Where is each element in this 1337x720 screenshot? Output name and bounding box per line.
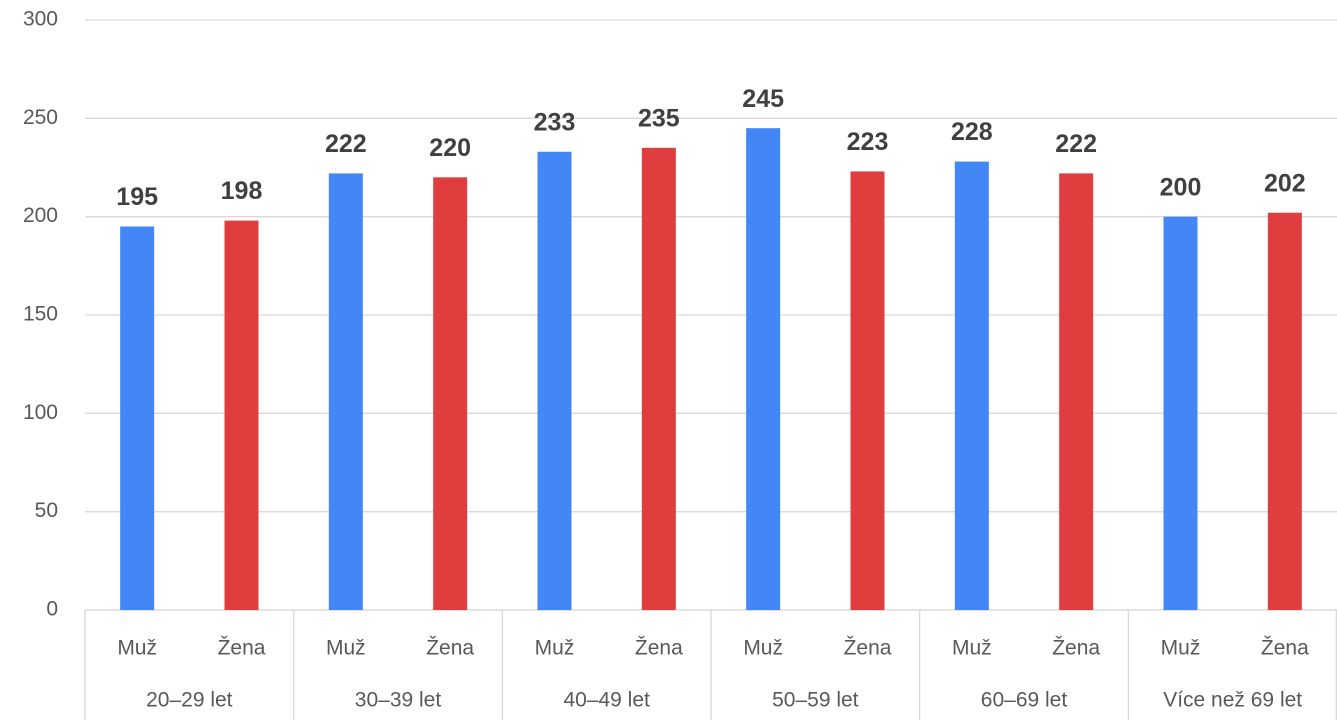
data-label: 222 <box>1055 130 1097 158</box>
data-label: 202 <box>1264 169 1306 197</box>
data-label: 233 <box>534 108 576 136</box>
bar <box>433 177 468 611</box>
data-label: 228 <box>951 118 993 146</box>
x-tick-label: Muž <box>743 637 783 660</box>
y-tick-label: 0 <box>46 598 58 621</box>
bar <box>120 226 155 610</box>
x-tick-label: Muž <box>1161 637 1201 660</box>
x-tick-label: Žena <box>1261 637 1309 660</box>
bar <box>537 151 572 610</box>
x-tick-label: Žena <box>844 637 892 660</box>
x-group-label: 40–49 let <box>563 689 650 712</box>
data-label: 235 <box>638 104 680 132</box>
y-tick-label: 100 <box>23 401 58 424</box>
data-label: 222 <box>325 130 367 158</box>
bar <box>850 171 885 610</box>
y-tick-label: 150 <box>23 303 58 326</box>
x-group-label: Více než 69 let <box>1163 689 1302 712</box>
bar <box>1267 212 1302 610</box>
bar <box>328 173 363 610</box>
x-tick-label: Žena <box>635 637 683 660</box>
y-tick-label: 300 <box>23 8 58 31</box>
x-group-label: 20–29 let <box>146 689 233 712</box>
x-tick-label: Žena <box>1052 637 1100 660</box>
x-tick-label: Žena <box>218 637 266 660</box>
data-label: 198 <box>221 177 263 205</box>
y-tick-label: 200 <box>23 204 58 227</box>
data-label: 220 <box>429 134 471 162</box>
data-label: 200 <box>1160 173 1202 201</box>
data-label: 223 <box>847 128 889 156</box>
x-group-label: 50–59 let <box>772 689 859 712</box>
x-tick-label: Muž <box>952 637 992 660</box>
x-tick-label: Muž <box>535 637 575 660</box>
x-group-label: 60–69 let <box>981 689 1068 712</box>
bar <box>641 147 676 611</box>
data-label: 245 <box>742 85 784 113</box>
data-label: 195 <box>116 183 158 211</box>
bar <box>746 128 781 610</box>
x-tick-label: Žena <box>426 637 474 660</box>
y-tick-label: 250 <box>23 106 58 129</box>
x-tick-label: Muž <box>117 637 157 660</box>
y-tick-label: 50 <box>35 499 58 522</box>
bar <box>1059 173 1094 610</box>
bar <box>954 161 989 610</box>
x-tick-label: Muž <box>326 637 366 660</box>
bar <box>224 220 259 610</box>
x-group-label: 30–39 let <box>355 689 442 712</box>
bar <box>1163 216 1198 610</box>
